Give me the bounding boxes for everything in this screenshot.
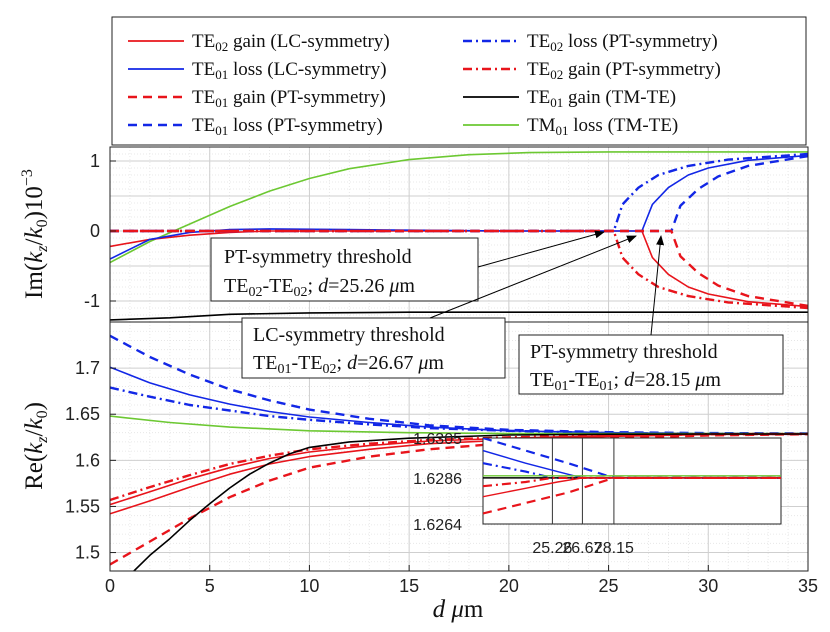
legend-label: TE01 loss (LC-symmetry) [192, 59, 387, 82]
top-series-line [110, 311, 808, 321]
bottom-series-line [110, 433, 808, 515]
annotation-arrow [429, 235, 637, 319]
y-tick-label: 1.65 [65, 404, 100, 424]
annotation-detail: TE01-TE02; d=26.67 μm [253, 352, 444, 377]
inset-threshold-lines [551, 438, 615, 524]
x-axis-label: d μm [433, 596, 484, 623]
annotation-arrow [477, 230, 605, 268]
y-tick-label: 1 [90, 151, 100, 171]
annotation-detail: TE01-TE01; d=28.15 μm [530, 369, 721, 394]
bottom-series-line [110, 432, 808, 502]
top-series-line [110, 229, 808, 310]
inset-yticks: 1.6305 1.6286 1.6264 [413, 431, 462, 534]
bottom-yticks: 1.7 1.65 1.6 1.55 1.5 [65, 358, 116, 563]
annotation-title: LC-symmetry threshold [253, 324, 445, 346]
y-tick-label: 1.5 [75, 543, 100, 563]
bottom-y-axis-label: Re(kz/k0) [21, 402, 51, 490]
legend-label: TE01 gain (TM-TE) [527, 87, 676, 110]
x-tick-label: 25 [599, 576, 619, 596]
x-tick-label: 30 [698, 576, 718, 596]
annotation-box [210, 237, 479, 302]
annotation-arrow [650, 235, 665, 336]
legend: TE02 gain (LC-symmetry) TE02 loss (PT-sym… [111, 16, 807, 146]
y-tick-label: 0 [90, 221, 100, 241]
annotation-pt-01: PT-symmetry threshold TE01-TE01; d=28.15… [518, 235, 784, 395]
inset-y-tick-label: 1.6305 [413, 431, 462, 448]
x-tick-label: 35 [798, 576, 818, 596]
top-y-axis-label: Im(kz/k0)10−3 [19, 169, 51, 299]
inset-x-tick-label: 25.26 [532, 540, 572, 557]
inset-series [483, 438, 781, 515]
legend-label: TE02 gain (LC-symmetry) [192, 31, 390, 54]
top-series [110, 151, 808, 321]
top-yticks: 1 0 -1 [84, 151, 116, 311]
top-series-line [110, 151, 808, 264]
y-tick-label: 1.7 [75, 358, 100, 378]
annotation-box [241, 317, 506, 379]
legend-label: TE02 loss (PT-symmetry) [527, 31, 718, 54]
inset-x-tick-label: 26.67 [562, 540, 602, 557]
bottom-xticks: 0 5 10 15 20 25 30 35 [105, 565, 818, 596]
x-tick-label: 20 [499, 576, 519, 596]
top-series-line [110, 229, 808, 308]
annotation-lc: LC-symmetry threshold TE01-TE02; d=26.67… [241, 235, 637, 379]
x-tick-label: 10 [299, 576, 319, 596]
legend-label: TE02 gain (PT-symmetry) [527, 59, 721, 82]
bottom-series-line [133, 433, 808, 571]
y-tick-label: -1 [84, 291, 100, 311]
legend-label: TE01 gain (PT-symmetry) [192, 87, 386, 110]
annotation-title: PT-symmetry threshold [530, 341, 718, 363]
x-tick-label: 5 [205, 576, 215, 596]
top-series-line [110, 152, 808, 233]
inset-y-tick-label: 1.6286 [413, 471, 462, 488]
x-tick-label: 15 [399, 576, 419, 596]
legend-label: TM01 loss (TM-TE) [527, 115, 678, 138]
y-tick-label: 1.6 [75, 450, 100, 470]
bottom-series [110, 334, 808, 571]
legend-label: TE01 loss (PT-symmetry) [192, 115, 383, 138]
inset-x-tick-label: 28.15 [594, 540, 634, 557]
inset-y-tick-label: 1.6264 [413, 517, 462, 534]
y-tick-label: 1.55 [65, 496, 100, 516]
annotation-box [518, 334, 784, 395]
annotation-detail: TE02-TE02; d=25.26 μm [224, 275, 415, 300]
legend-frame [111, 16, 807, 146]
annotation-title: PT-symmetry threshold [224, 246, 412, 268]
annotation-pt-02: PT-symmetry threshold TE02-TE02; d=25.26… [210, 230, 605, 302]
x-tick-label: 0 [105, 576, 115, 596]
